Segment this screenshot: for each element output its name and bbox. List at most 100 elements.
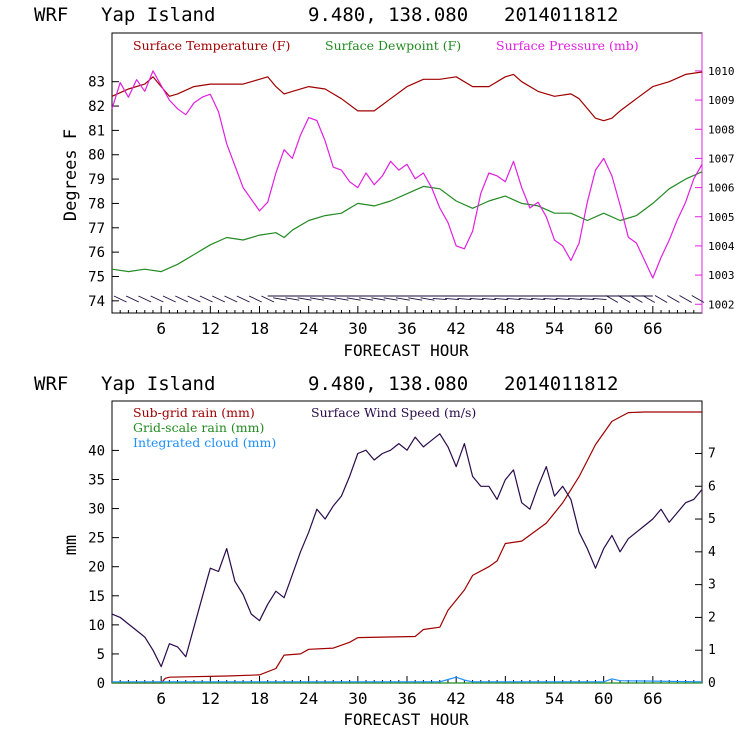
y2-tick-label: 5: [708, 512, 716, 527]
x-tick-label: 48: [496, 319, 515, 338]
legend-surface-temperature: Surface Temperature (F): [133, 38, 290, 53]
y-tick-label: 74: [88, 294, 105, 310]
chart1-y-ticks: 74 75 76 77 78 79 80 81 82 83: [88, 75, 119, 310]
chart2-x-ticks: 6 12 18 24 30 36 42 48 54 60 66: [111, 676, 703, 708]
wind-barb: [224, 295, 238, 303]
y2-tick-label: 1007: [708, 152, 735, 165]
x-tick-label: 36: [397, 689, 416, 708]
wind-barb: [138, 295, 152, 303]
series-surface-temperature-f: [111, 71, 703, 122]
legend-surface-pressure: Surface Pressure (mb): [496, 38, 639, 53]
x-tick-label: 24: [299, 689, 318, 708]
chart1-plot-frame: [111, 32, 703, 314]
chart1-x-ticks: 6 12 18 24 30 36 42 48 54 60 66: [111, 306, 703, 338]
y2-tick-label: 1004: [708, 240, 735, 253]
y2-tick-label: 1003: [708, 269, 735, 282]
wind-barb: [261, 295, 275, 303]
y-tick-label: 10: [88, 618, 105, 634]
y2-tick-label: 0: [708, 676, 716, 691]
x-tick-label: 6: [156, 319, 166, 338]
x-tick-label: 42: [447, 319, 466, 338]
chart2-title-init-time: 2014011812: [504, 373, 618, 395]
wind-barb: [395, 297, 410, 301]
wind-barb: [518, 297, 533, 301]
wind-barb: [457, 297, 472, 301]
y-tick-label: 20: [88, 560, 105, 576]
y2-tick-label: 1005: [708, 211, 735, 224]
x-tick-label: 18: [250, 319, 269, 338]
wind-barb: [555, 297, 570, 301]
series-surface-pressure-mb: [111, 70, 703, 279]
wind-barb: [322, 297, 337, 301]
y-tick-label: 77: [88, 221, 105, 237]
series-integrated-cloud-mm: [112, 676, 703, 683]
y-tick-label: 0: [97, 676, 105, 692]
chart1-title-coordinates: 9.480, 138.080: [308, 4, 468, 26]
wind-barb: [346, 297, 361, 301]
y-tick-label: 76: [88, 245, 105, 261]
y2-tick-label: 4: [708, 545, 716, 560]
wind-barb: [371, 297, 386, 301]
wind-barb: [309, 297, 324, 301]
series-surface-dewpoint-f: [111, 171, 703, 273]
x-tick-label: 54: [545, 689, 564, 708]
chart2-series: [111, 411, 703, 684]
series-surface-wind-speed-m-s: [111, 433, 703, 668]
wind-barb: [334, 297, 349, 301]
y2-tick-label: 1002: [708, 298, 735, 311]
x-tick-label: 66: [643, 319, 662, 338]
wind-barb: [469, 297, 484, 301]
y2-tick-label: 1010: [708, 65, 735, 78]
y-tick-label: 79: [88, 172, 105, 188]
wind-barb: [642, 295, 656, 303]
wind-barb: [420, 297, 435, 301]
y-tick-label: 30: [88, 502, 105, 518]
temperature-chart: WRF Yap Island 9.480, 138.080 2014011812…: [34, 4, 735, 360]
wind-barb: [679, 295, 692, 303]
wind-barb: [531, 297, 546, 301]
chart2-title-model: WRF: [34, 373, 68, 395]
wind-barb: [187, 295, 201, 303]
y2-tick-label: 1008: [708, 123, 735, 136]
wind-barb: [199, 295, 213, 303]
x-tick-label: 48: [496, 689, 515, 708]
x-tick-label: 18: [250, 689, 269, 708]
y2-tick-label: 6: [708, 479, 716, 494]
y2-tick-label: 2: [708, 610, 716, 625]
x-tick-label: 12: [201, 319, 220, 338]
x-tick-label: 30: [348, 689, 367, 708]
chart2-x-axis-label: FORECAST HOUR: [343, 710, 469, 729]
wind-barb: [506, 297, 521, 301]
legend-surface-wind-speed: Surface Wind Speed (m/s): [311, 405, 476, 420]
y2-tick-label: 1009: [708, 94, 735, 107]
y-tick-label: 40: [88, 443, 105, 459]
wind-barb: [580, 297, 595, 301]
wind-barb: [359, 297, 373, 301]
y-tick-label: 81: [88, 123, 105, 139]
x-tick-label: 6: [156, 689, 166, 708]
x-tick-label: 54: [545, 319, 564, 338]
x-tick-label: 66: [643, 689, 662, 708]
legend-subgrid-rain: Sub-grid rain (mm): [133, 405, 255, 420]
y-tick-label: 5: [97, 647, 105, 663]
wind-barb: [285, 297, 300, 301]
wind-barb: [236, 295, 250, 303]
y2-tick-label: 7: [708, 446, 716, 461]
chart1-series: [111, 70, 703, 279]
y2-tick-label: 1: [708, 643, 716, 658]
x-tick-label: 24: [299, 319, 318, 338]
x-tick-label: 60: [594, 689, 613, 708]
y-tick-label: 75: [88, 269, 105, 285]
wind-barb: [175, 295, 189, 303]
x-tick-label: 30: [348, 319, 367, 338]
chart2-y2-ticks: 0 1 2 3 4 5 6 7: [695, 446, 716, 691]
wind-barb: [248, 295, 262, 303]
wind-barb: [408, 297, 423, 301]
wind-barb: [445, 297, 460, 301]
wind-barb: [592, 297, 607, 301]
wind-barbs: [113, 295, 705, 303]
wind-barb: [567, 297, 583, 301]
chart2-y-axis-label: mm: [61, 535, 81, 555]
wind-barb: [297, 297, 312, 301]
